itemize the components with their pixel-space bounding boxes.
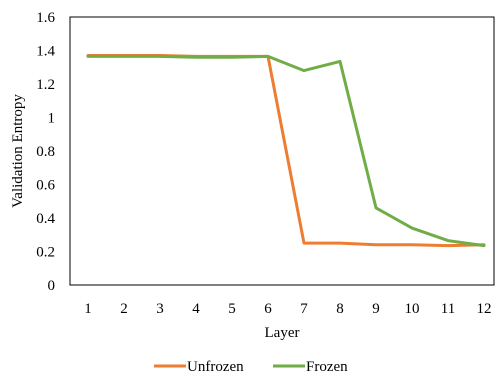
plot-area	[69, 16, 495, 286]
y-tick-label: 1.4	[36, 44, 55, 60]
legend-label-frozen: Frozen	[306, 359, 348, 375]
legend: Unfrozen Frozen	[154, 359, 348, 375]
y-tick-label: 0.4	[36, 211, 55, 227]
x-tick-label: 3	[156, 301, 164, 317]
x-tick-label: 8	[336, 301, 344, 317]
x-tick-label: 5	[228, 301, 236, 317]
series-line-frozen	[86, 54, 486, 248]
y-tick-labels: 0 0.2 0.4 0.6 0.8 1 1.2 1.4 1.6	[36, 10, 55, 294]
x-tick-label: 4	[192, 301, 200, 317]
y-tick-label: 0.6	[36, 178, 55, 194]
x-tick-label: 1	[84, 301, 92, 317]
y-tick-label: 1.6	[36, 10, 55, 26]
y-axis-label: Validation Entropy	[10, 94, 26, 208]
x-axis-label: Layer	[265, 325, 300, 341]
y-tick-label: 0.8	[36, 144, 55, 160]
x-tick-label: 11	[441, 301, 455, 317]
x-tick-label: 12	[477, 301, 492, 317]
x-tick-label: 10	[405, 301, 420, 317]
x-tick-label: 9	[372, 301, 380, 317]
x-tick-label: 6	[264, 301, 272, 317]
series-line-unfrozen	[86, 54, 486, 248]
series-lines	[86, 54, 486, 248]
y-tick-label: 1.2	[36, 77, 55, 93]
y-tick-label: 0	[48, 278, 56, 294]
x-tick-label: 7	[300, 301, 308, 317]
x-tick-label: 2	[120, 301, 128, 317]
x-tick-labels: 1 2 3 4 5 6 7 8 9 10 11 12	[84, 301, 491, 317]
legend-label-unfrozen: Unfrozen	[187, 359, 244, 375]
y-tick-label: 0.2	[36, 245, 55, 261]
y-tick-label: 1	[48, 111, 56, 127]
